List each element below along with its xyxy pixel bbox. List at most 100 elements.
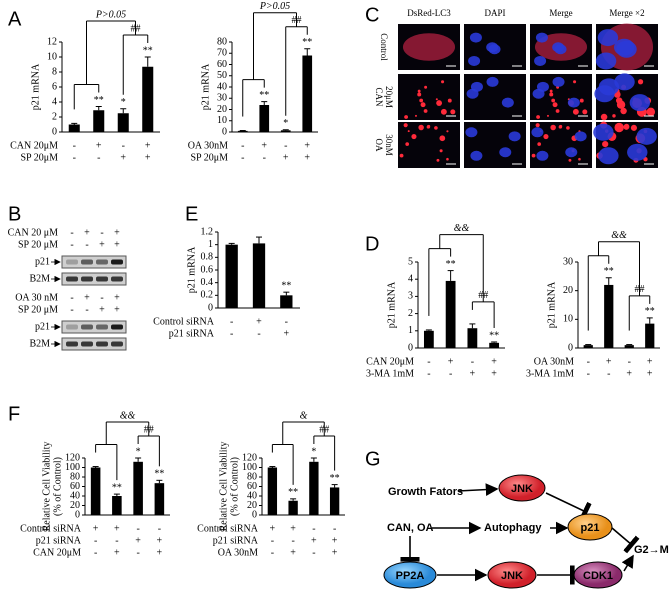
- y-tick-label: 0: [75, 509, 80, 520]
- condition-sign: +: [96, 140, 102, 151]
- bracket-label: &: [300, 410, 308, 421]
- panel-label: B: [8, 203, 21, 225]
- bar: [90, 467, 101, 515]
- bar: [252, 243, 266, 308]
- autophagosome: [572, 108, 579, 115]
- bar: [267, 467, 278, 515]
- autophagosome: [436, 100, 443, 106]
- condition-sign: +: [311, 535, 317, 546]
- blot-band: [66, 341, 78, 347]
- blot-sign: +: [114, 227, 120, 238]
- nucleus: [593, 123, 614, 141]
- y-tick-label: 1.2: [201, 226, 214, 237]
- blot-band: [81, 324, 93, 330]
- blot-band: [96, 259, 108, 265]
- bar: [445, 280, 456, 348]
- y-tick-label: 60: [70, 481, 80, 492]
- autophagosome: [549, 89, 553, 93]
- panel-label: E: [185, 203, 198, 225]
- autophagosome: [582, 109, 588, 115]
- node-label: Autophagy: [484, 522, 542, 534]
- nucleus: [468, 55, 481, 66]
- bar: [489, 342, 500, 348]
- blot-band: [96, 276, 108, 282]
- condition-sign: +: [304, 152, 310, 163]
- nucleus: [597, 29, 619, 47]
- condition-label: CAN 20μM: [33, 547, 81, 558]
- autophagosome: [531, 153, 536, 158]
- autophagosome: [630, 124, 637, 131]
- y-axis-label: Relative Cell Viability: [41, 442, 52, 532]
- condition-sign: +: [304, 140, 310, 151]
- autophagosome: [535, 123, 540, 128]
- y-tick-label: 80: [247, 471, 257, 482]
- condition-sign: +: [606, 356, 612, 367]
- autophagosome: [411, 133, 417, 140]
- blot-band: [81, 341, 93, 347]
- autophagosome: [424, 85, 428, 89]
- y-tick-label: 5: [408, 256, 413, 267]
- condition-sign: -: [471, 356, 474, 367]
- node-shape: [487, 561, 537, 589]
- condition-label: Control siRNA: [153, 316, 215, 327]
- condition-sign: -: [285, 316, 288, 327]
- condition-label: Control siRNA: [197, 523, 259, 534]
- blot-sign: -: [70, 239, 73, 250]
- autophagosome: [552, 102, 558, 108]
- y-tick-label: 80: [217, 36, 227, 47]
- y-axis-label: (% of Control): [229, 457, 240, 516]
- nucleus: [486, 76, 499, 87]
- autophagosome: [418, 124, 424, 131]
- node-label: p21: [581, 522, 600, 534]
- condition-sign: -: [607, 368, 610, 379]
- autophagosome: [441, 80, 445, 84]
- micrograph-row: OA: [374, 139, 384, 152]
- bracket-label: P>0.05: [95, 9, 126, 20]
- condition-sign: +: [145, 140, 151, 151]
- arrow: [457, 483, 499, 496]
- bar: [117, 113, 129, 132]
- y-tick-label: 10: [217, 115, 227, 126]
- node-label: G2→M: [634, 544, 669, 556]
- condition-sign: +: [157, 547, 163, 558]
- condition-sign: -: [136, 547, 139, 558]
- autophagosome: [602, 140, 609, 148]
- y-tick-label: 0: [208, 302, 213, 313]
- autophagosome: [623, 124, 630, 130]
- nucleus: [594, 85, 615, 103]
- condition-sign: -: [427, 356, 430, 367]
- node-label: CAN, OA: [387, 522, 434, 534]
- node-label: JNK: [501, 570, 523, 582]
- condition-sign: +: [647, 356, 653, 367]
- y-tick-label: 120: [242, 452, 257, 463]
- condition-sign: +: [284, 328, 290, 339]
- nucleus: [614, 73, 635, 91]
- blot-sign: +: [114, 304, 120, 315]
- condition-sign: -: [427, 368, 430, 379]
- bar: [259, 105, 270, 132]
- y-axis-label: (% of Control): [52, 457, 63, 516]
- autophagosome: [578, 157, 581, 161]
- condition-label: p21 siRNA: [36, 535, 82, 546]
- condition-sign: +: [114, 523, 120, 534]
- condition-sign: +: [290, 547, 296, 558]
- condition-sign: +: [491, 356, 497, 367]
- y-tick-label: 0: [252, 509, 257, 520]
- blot-strip: [61, 272, 127, 286]
- y-tick-label: 20: [217, 104, 227, 115]
- blot-sign: -: [70, 292, 73, 303]
- significance: **: [604, 266, 614, 277]
- y-tick-label: 80: [70, 471, 80, 482]
- significance: **: [154, 469, 164, 480]
- y-tick-label: 40: [70, 490, 80, 501]
- condition-sign: +: [114, 547, 120, 558]
- nucleus: [531, 127, 544, 138]
- condition-sign: -: [230, 316, 233, 327]
- condition-sign: -: [312, 523, 315, 534]
- arrow: [621, 554, 634, 572]
- autophagosome: [414, 114, 417, 117]
- y-tick-label: 20: [247, 500, 257, 511]
- nucleus: [598, 147, 619, 165]
- significance: *: [311, 446, 316, 457]
